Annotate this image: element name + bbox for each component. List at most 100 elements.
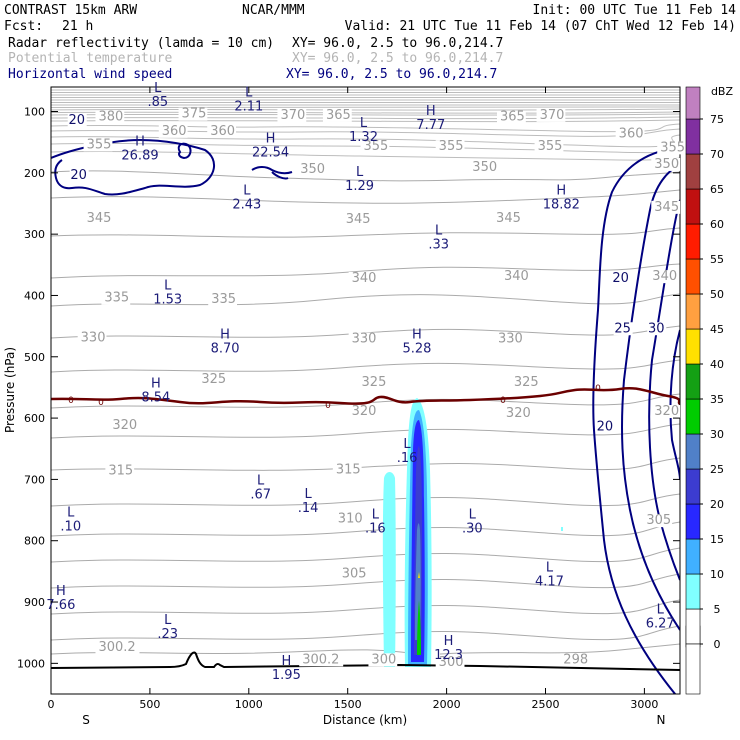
isentrope-label: 325	[514, 375, 539, 390]
isentrope-label: 370	[540, 108, 565, 123]
plot-area	[51, 89, 680, 694]
isentrope-label: 350	[472, 160, 497, 175]
extremum-value: 22.54	[252, 145, 289, 160]
isentrope-label: 330	[81, 330, 106, 345]
isentrope-label-bg	[178, 107, 208, 121]
reflectivity-cell-west	[382, 472, 396, 667]
field-name-wind: Horizontal wind speed	[8, 67, 172, 82]
extremum-value: .10	[60, 519, 81, 534]
freezing-level-label: 0	[98, 398, 104, 408]
extremum-value: 2.11	[234, 99, 263, 114]
extremum-letter: L	[67, 505, 75, 520]
wind-contour-labels: 20 20 20 25 30 20	[67, 113, 667, 434]
isentrope-label: 355	[87, 137, 112, 152]
isentrope-label-bg	[651, 200, 681, 214]
isentrope-label: 380	[98, 110, 123, 125]
isentrope-label-bg	[297, 162, 327, 176]
colorbar-segment	[685, 188, 701, 225]
isentrope-label: 355	[439, 139, 464, 154]
x-tick-label: 2000	[433, 698, 461, 711]
extremum-letter: H	[412, 328, 422, 343]
isentrope-label: 320	[506, 406, 531, 421]
extremum-value: .30	[462, 521, 483, 536]
colorbar-level-label: 30	[710, 428, 724, 441]
extremum-letter: L	[403, 437, 411, 452]
colorbar-level-label: 10	[710, 568, 724, 581]
isentrope-label: 330	[352, 332, 377, 347]
model-title: CONTRAST 15km ARW	[4, 3, 137, 18]
extremum-letter: L	[154, 81, 162, 96]
freezing-level-line	[51, 387, 680, 406]
y-axis-label: Pressure (hPa)	[3, 347, 17, 433]
isentrope-label: 375	[182, 107, 207, 122]
valid-time: Valid: 21 UTC Tue 11 Feb 14 (07 ChT Wed …	[345, 19, 736, 34]
isentrope-label-bg	[299, 653, 344, 667]
colorbar-title: dBZ	[711, 85, 734, 98]
y-tick-label: 600	[24, 412, 45, 425]
x-axis-north-label: N	[657, 713, 666, 727]
isentrope-label-bg	[338, 567, 368, 581]
x-tick-label: 2500	[531, 698, 559, 711]
isentrope-label: 325	[362, 375, 387, 390]
isentrope-label-bg	[105, 464, 135, 478]
fcst-value: 21 h	[62, 19, 93, 34]
y-tick-label: 500	[24, 351, 45, 364]
wind-label-bg	[647, 322, 667, 336]
isentrope-label-bg	[109, 419, 139, 433]
isentrope-label-bg	[342, 213, 372, 227]
isentrope-label: 345	[87, 211, 112, 226]
isentrope-label: 370	[280, 108, 305, 123]
isentrope-label-bg	[158, 124, 188, 138]
colorbar-segment	[685, 608, 701, 645]
isentrope-label-bg	[500, 270, 530, 284]
extremum-value: 8.54	[141, 391, 170, 406]
colorbar-segment	[685, 643, 701, 695]
wind-contour-label: 25	[614, 321, 631, 336]
isentrope-label-bg	[95, 641, 140, 655]
extremum-value: 1.29	[345, 179, 374, 194]
isentrope-label-bg	[435, 140, 465, 154]
isentrope-label-bg	[277, 108, 307, 122]
isentrope-label-bg	[651, 157, 681, 171]
isentrope-label: 350	[654, 157, 679, 172]
isentrope-label-bg	[101, 291, 131, 305]
wind-label-bg	[595, 420, 615, 434]
isentrope-label-bg	[198, 373, 228, 387]
wind-label-bg	[67, 113, 87, 127]
colorbar-level-label: 15	[710, 533, 724, 546]
extremum-letter: L	[657, 602, 665, 617]
colorbar-level-label: 45	[710, 323, 724, 336]
isentrope-label: 305	[646, 513, 671, 528]
extremum-letter: L	[164, 279, 172, 294]
x-tick-label: 1000	[235, 698, 263, 711]
reflectivity-fill	[382, 398, 563, 667]
freezing-level-labels: 0 0 0 0 0	[68, 384, 601, 411]
isentrope-label: 350	[300, 162, 325, 177]
isentrope-label: 335	[211, 292, 236, 307]
isentrope-label: 300.2	[302, 652, 339, 667]
colorbar-segment	[685, 433, 701, 470]
extremum-value: 1.95	[272, 668, 301, 683]
wind-label-bg	[613, 322, 633, 336]
isentrope-label-bg	[358, 376, 388, 390]
field-xy-wind: XY= 96.0, 2.5 to 96.0,214.7	[286, 67, 497, 82]
wind-label-bg	[69, 168, 89, 182]
isentrope-label: 310	[338, 511, 363, 526]
extremum-letter: L	[546, 561, 554, 576]
extremum-letter: H	[135, 135, 145, 150]
colorbar-segment	[685, 86, 701, 120]
extremum-letter: H	[220, 328, 230, 343]
extremum-value: 7.66	[46, 598, 75, 613]
isentrope-label-bg	[83, 211, 113, 225]
isentrope-label-bg	[332, 463, 362, 477]
isentrope-label: 335	[104, 291, 129, 306]
y-tick-label: 900	[24, 596, 45, 609]
extremum-letter: H	[444, 634, 454, 649]
extremum-value: .14	[298, 501, 319, 516]
x-axis-label: Distance (km)	[323, 713, 407, 727]
freezing-level-label: 0	[595, 384, 601, 394]
colorbar-segment	[685, 258, 701, 295]
extremum-letter: L	[243, 184, 251, 199]
extremum-letter: L	[435, 223, 443, 238]
